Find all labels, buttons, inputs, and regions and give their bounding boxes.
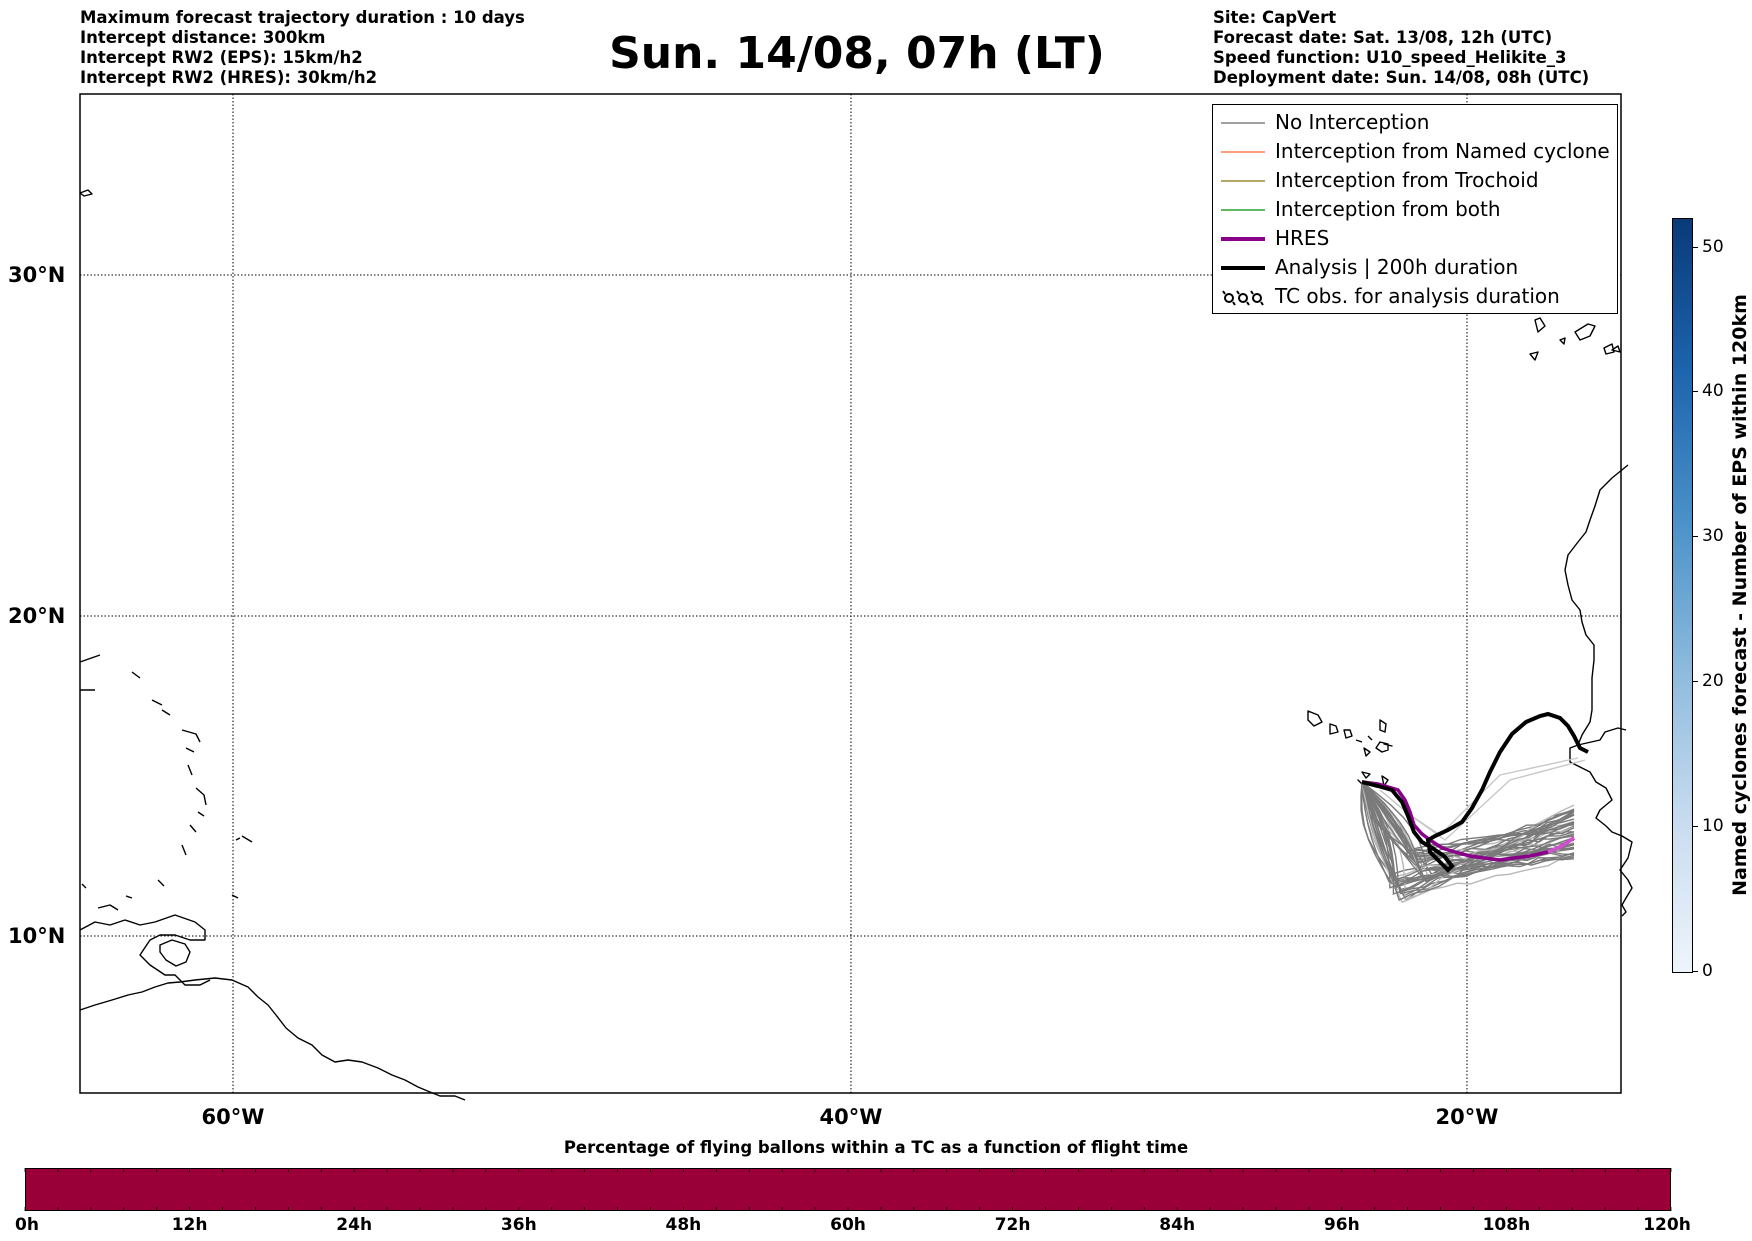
hres-trajectory	[1361, 780, 1575, 862]
percentage-bar-label: 48h	[665, 1215, 702, 1235]
canary-islands	[1529, 317, 1621, 361]
colorbar-tick	[1692, 971, 1698, 972]
antilles-islands	[79, 654, 253, 856]
analysis-trajectory	[1361, 711, 1589, 873]
lon-label-40w: 40°W	[819, 1105, 883, 1129]
green-line-icon	[1221, 209, 1265, 211]
info_right-line: Forecast date: Sat. 13/08, 12h (UTC)	[1213, 28, 1553, 47]
trinidad-coast	[159, 939, 191, 967]
lat-label-30n: 30°N	[8, 263, 66, 287]
legend-item-both: Interception from both	[1213, 196, 1617, 222]
percentage-bar-label: 120h	[1643, 1215, 1691, 1235]
gray-line-icon	[1221, 122, 1265, 124]
eps-member-trajectory	[1361, 781, 1575, 894]
percentage-bar-label: 0h	[15, 1215, 39, 1235]
legend-label: HRES	[1275, 226, 1330, 250]
eps-member-trajectory	[1361, 781, 1575, 904]
info_left-line: Maximum forecast trajectory duration : 1…	[80, 8, 525, 27]
legend-item-named-cyclone: Interception from Named cyclone	[1213, 138, 1617, 164]
legend-label: No Interception	[1275, 110, 1430, 134]
percentage-bar-label: 96h	[1323, 1215, 1360, 1235]
info_right-line: Site: CapVert	[1213, 8, 1337, 27]
map-grid	[80, 94, 1621, 1093]
percentage-bar-label: 60h	[830, 1215, 866, 1235]
hres-trajectory-tail	[1547, 836, 1575, 854]
percentage-bar-label: 12h	[171, 1215, 208, 1235]
legend-label: Interception from both	[1275, 197, 1501, 221]
black-thick-line-icon	[1221, 266, 1265, 270]
info_left-line: Intercept RW2 (HRES): 30km/h2	[80, 68, 378, 87]
colorbar-tick	[1692, 391, 1698, 392]
cape-verde-islands	[1307, 710, 1393, 757]
colorbar-tick-label: 20	[1702, 671, 1724, 691]
percentage-bar-label: 36h	[500, 1215, 537, 1235]
lon-label-20w: 20°W	[1435, 1105, 1499, 1129]
colorbar-tick-label: 10	[1702, 816, 1724, 836]
eps-member-trajectory	[1361, 781, 1575, 877]
site-information: Site: CapVert Forecast date: Sat. 13/08, …	[1213, 8, 1589, 88]
legend-item-analysis: Analysis | 200h duration	[1213, 254, 1617, 280]
cyclone-colorbar	[1672, 218, 1693, 973]
map-legend: No Interception Interception from Named …	[1212, 104, 1618, 314]
legend-item-tc-obs: TC obs. for analysis duration	[1213, 283, 1617, 309]
sal-islands	[1355, 735, 1373, 743]
percentage-bar-label: 108h	[1482, 1215, 1531, 1235]
lat-label-10n: 10°N	[8, 924, 66, 948]
venezuela-coast	[79, 914, 211, 986]
colorbar-tick-label: 30	[1702, 526, 1724, 546]
eps-member-trajectory	[1361, 781, 1575, 901]
coastlines	[79, 189, 1633, 1101]
percentage-bar-title: Percentage of flying ballons within a TC…	[563, 1138, 1189, 1157]
legend-label: Analysis | 200h duration	[1275, 255, 1519, 279]
percentage-bar-label: 24h	[336, 1215, 373, 1235]
colorbar-tick-label: 40	[1702, 381, 1724, 401]
colorbar-tick	[1692, 681, 1698, 682]
legend-label: Interception from Trochoid	[1275, 168, 1539, 192]
south-america-coast	[79, 977, 466, 1101]
forecast-parameters: Maximum forecast trajectory duration : 1…	[80, 8, 525, 88]
leeward-islands	[81, 879, 239, 911]
purple-thick-line-icon	[1221, 237, 1265, 241]
legend-item-no-interception: No Interception	[1213, 109, 1617, 135]
info_left-line: Intercept distance: 300km	[80, 28, 326, 47]
legend-item-trochoid: Interception from Trochoid	[1213, 167, 1617, 193]
colorbar-tick-label: 50	[1702, 237, 1724, 257]
legend-label: TC obs. for analysis duration	[1275, 284, 1560, 308]
percentage-bar-label: 84h	[1159, 1215, 1196, 1235]
northwest-islet	[79, 189, 93, 197]
percentage-bar-label: 72h	[994, 1215, 1031, 1235]
info_right-line: Speed function: U10_speed_Helikite_3	[1213, 48, 1567, 67]
eps-member-trajectory	[1361, 781, 1575, 883]
legend-label: Interception from Named cyclone	[1275, 139, 1610, 163]
legend-item-hres: HRES	[1213, 225, 1617, 251]
eps-member-trajectory	[1361, 781, 1575, 871]
coral-line-icon	[1221, 151, 1265, 153]
map-frame	[79, 93, 1622, 1094]
lat-label-20n: 20°N	[8, 604, 66, 628]
olive-line-icon	[1221, 180, 1265, 182]
info_left-line: Intercept RW2 (EPS): 15km/h2	[80, 48, 363, 67]
eps-trajectories	[1360, 757, 1586, 904]
eps-member-trajectory	[1361, 781, 1575, 900]
colorbar-tick	[1692, 247, 1698, 248]
page-title: Sun. 14/08, 07h (LT)	[609, 28, 1105, 79]
colorbar-tick	[1692, 536, 1698, 537]
colorbar-tick-label: 0	[1702, 961, 1713, 981]
info_right-line: Deployment date: Sun. 14/08, 08h (UTC)	[1213, 68, 1590, 87]
colorbar-tick	[1692, 826, 1698, 827]
lon-label-60w: 60°W	[201, 1105, 265, 1129]
cyclone-symbols-icon	[1222, 290, 1264, 306]
eps-member-trajectory	[1379, 759, 1586, 841]
